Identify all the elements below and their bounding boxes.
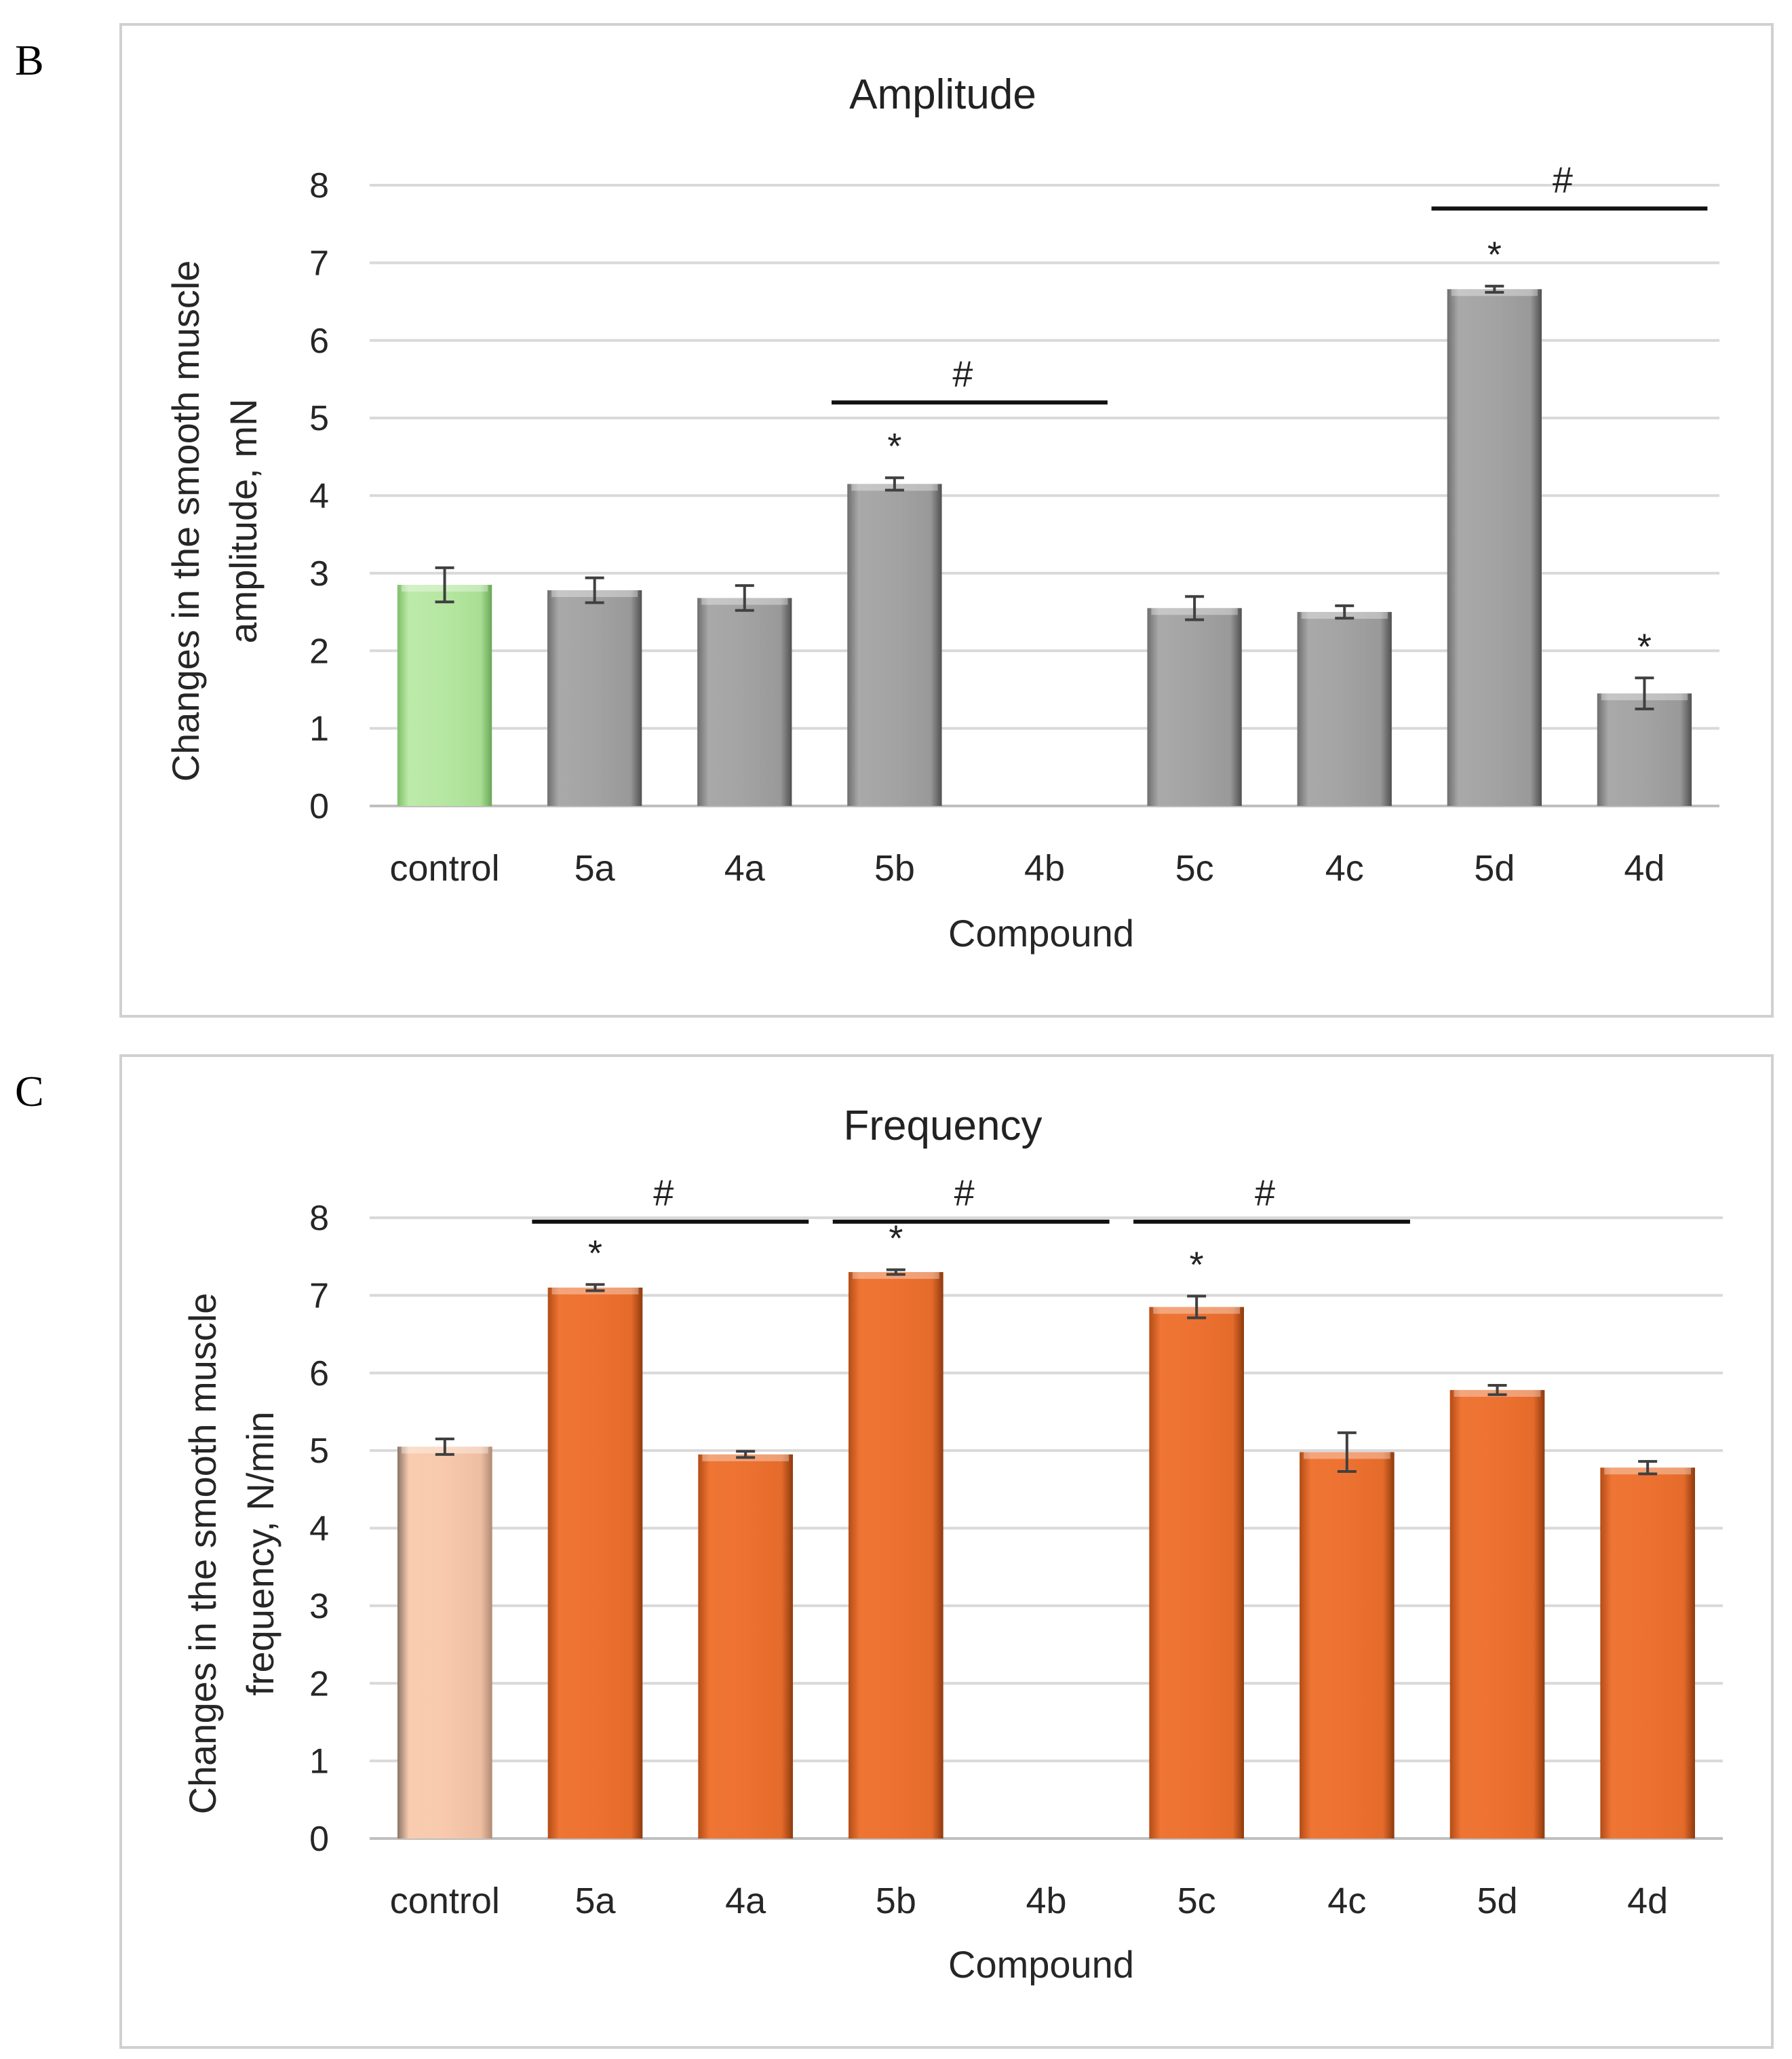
category-label-b-5c: 5c xyxy=(1175,848,1214,889)
category-label-c-4d: 4d xyxy=(1627,1881,1668,1921)
ytick-label-c-0: 0 xyxy=(309,1820,329,1859)
comparison-mark-c-5b-4b: # xyxy=(954,1173,975,1214)
chart-b-xlabel: Compound xyxy=(948,912,1134,955)
ytick-label-b-0: 0 xyxy=(309,787,329,826)
category-label-c-5d: 5d xyxy=(1477,1881,1517,1921)
panel-letter-b: B xyxy=(15,36,44,84)
ytick-label-c-5: 5 xyxy=(309,1431,329,1471)
category-label-b-control: control xyxy=(390,848,500,889)
category-label-c-4c: 4c xyxy=(1327,1881,1366,1921)
comparison-mark-b-5d-4d: # xyxy=(1553,159,1573,200)
ytick-label-c-7: 7 xyxy=(309,1276,329,1315)
bar-c-4a xyxy=(698,1454,793,1839)
category-label-c-5a: 5a xyxy=(574,1881,616,1921)
chart-c-ylabel-line1: Changes in the smooth muscle xyxy=(181,1293,224,1815)
chart-c-xlabel: Compound xyxy=(948,1943,1134,1986)
bar-c-control xyxy=(397,1446,492,1839)
bar-b-control xyxy=(397,585,492,806)
category-label-b-4a: 4a xyxy=(724,848,766,889)
bar-c-5b xyxy=(849,1272,943,1839)
ytick-label-b-5: 5 xyxy=(309,399,329,438)
chart-c-plot: 0 1 2 3 4 5 6 7 8 control 5a * 4a 5b * 4b 5c * 4c 5d 4d # # # xyxy=(309,1173,1723,1921)
chart-c-title: Frequency xyxy=(844,1102,1043,1149)
chart-c-ylabel-line2: frequency, N/min xyxy=(239,1411,281,1695)
ytick-label-b-7: 7 xyxy=(309,244,329,283)
bar-c-5a xyxy=(547,1287,643,1839)
chart-b-ylabel-line2: amplitude, mN xyxy=(222,398,265,643)
panel-letter-c: C xyxy=(15,1067,44,1115)
bar-b-5a xyxy=(547,590,642,806)
ytick-label-b-8: 8 xyxy=(309,166,329,206)
ytick-label-c-2: 2 xyxy=(309,1664,329,1704)
ytick-label-b-6: 6 xyxy=(309,322,329,361)
category-label-c-5c: 5c xyxy=(1177,1881,1216,1921)
significance-star-c-5b: * xyxy=(889,1218,903,1259)
significance-star-b-4d: * xyxy=(1637,626,1652,667)
significance-star-b-5d: * xyxy=(1487,235,1502,275)
category-label-b-4c: 4c xyxy=(1325,848,1364,889)
category-label-b-5d: 5d xyxy=(1474,848,1515,889)
comparison-mark-b-5b-4b: # xyxy=(952,353,973,394)
category-label-c-4b: 4b xyxy=(1026,1881,1066,1921)
chart-b-ylabel-line1: Changes in the smooth muscle xyxy=(164,261,207,782)
category-label-b-4d: 4d xyxy=(1624,848,1664,889)
bar-c-5d xyxy=(1449,1389,1545,1839)
category-label-c-control: control xyxy=(390,1881,500,1921)
comparison-mark-c-5a-4a: # xyxy=(653,1173,674,1214)
category-label-c-5b: 5b xyxy=(876,1881,916,1921)
ytick-label-c-3: 3 xyxy=(309,1587,329,1626)
category-label-b-5a: 5a xyxy=(574,848,616,889)
significance-star-c-5c: * xyxy=(1190,1245,1204,1286)
bar-b-4c xyxy=(1297,612,1392,806)
significance-star-c-5a: * xyxy=(588,1233,602,1273)
ytick-label-b-2: 2 xyxy=(309,632,329,671)
ytick-label-c-4: 4 xyxy=(309,1509,329,1549)
ytick-label-c-1: 1 xyxy=(309,1742,329,1782)
category-label-c-4a: 4a xyxy=(725,1881,766,1921)
bar-b-5b xyxy=(847,484,942,806)
bar-c-4d xyxy=(1600,1467,1695,1839)
bar-c-5c xyxy=(1149,1307,1244,1839)
chart-b-plot: 0 1 2 3 4 5 6 7 8 control 5a 4a 5b * 4b 5c 4c 5d * 4d * # # xyxy=(309,159,1719,889)
ytick-label-c-8: 8 xyxy=(309,1199,329,1238)
category-label-b-5b: 5b xyxy=(874,848,915,889)
bar-b-5c xyxy=(1147,608,1242,806)
ytick-label-b-1: 1 xyxy=(309,710,329,749)
bar-b-5d xyxy=(1447,289,1542,806)
ytick-label-b-4: 4 xyxy=(309,477,329,516)
bar-b-4d xyxy=(1597,693,1692,806)
ytick-label-b-3: 3 xyxy=(309,554,329,594)
ytick-label-c-6: 6 xyxy=(309,1354,329,1393)
significance-star-b-5b: * xyxy=(887,426,901,467)
category-label-b-4b: 4b xyxy=(1024,848,1065,889)
bar-c-4c xyxy=(1300,1452,1395,1839)
comparison-mark-c-5c-4c: # xyxy=(1255,1173,1275,1214)
chart-b-title: Amplitude xyxy=(849,71,1036,118)
bar-b-4a xyxy=(697,598,792,806)
